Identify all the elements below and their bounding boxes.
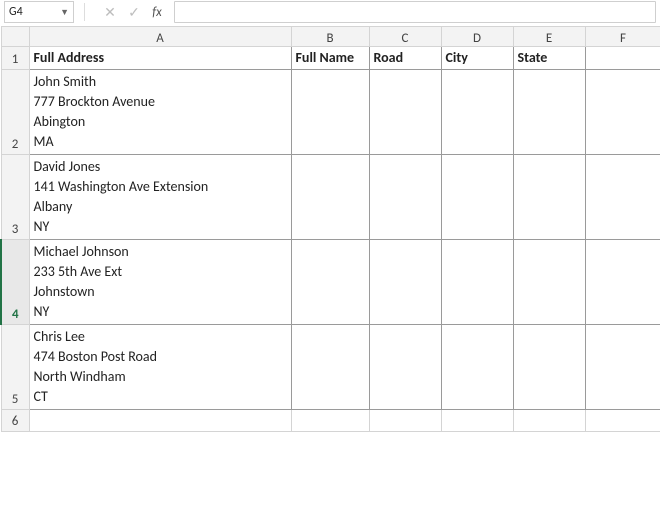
cell-B1[interactable]: Full Name: [291, 47, 369, 70]
cell-D3[interactable]: [441, 155, 513, 240]
cell-line: NY: [34, 302, 287, 322]
cell-line: 141 Washington Ave Extension: [34, 177, 287, 197]
col-header-B[interactable]: B: [291, 27, 369, 47]
cell-line: MA: [34, 132, 287, 152]
cell-line: North Windham: [34, 367, 287, 387]
formula-bar-row: G4 ▼ ✕ ✓ fx: [0, 0, 660, 26]
cell-D6[interactable]: [441, 410, 513, 432]
cell-C6[interactable]: [369, 410, 441, 432]
separator: [84, 3, 92, 21]
name-box-value: G4: [9, 5, 23, 19]
row-header-4[interactable]: 4: [1, 240, 29, 325]
column-header-row: A B C D E F: [1, 27, 660, 47]
cell-line: Albany: [34, 197, 287, 217]
cell-line: John Smith: [34, 72, 287, 92]
cell-F3[interactable]: [585, 155, 660, 240]
name-box[interactable]: G4 ▼: [4, 1, 74, 23]
col-header-C[interactable]: C: [369, 27, 441, 47]
chevron-down-icon[interactable]: ▼: [60, 7, 69, 18]
cell-line: 777 Brockton Avenue: [34, 92, 287, 112]
cell-B4[interactable]: [291, 240, 369, 325]
cell-text: Road: [370, 47, 441, 69]
col-header-F[interactable]: F: [585, 27, 660, 47]
cell-D5[interactable]: [441, 325, 513, 410]
cell-B2[interactable]: [291, 70, 369, 155]
row-header-6[interactable]: 6: [1, 410, 29, 432]
row-header-2[interactable]: 2: [1, 70, 29, 155]
cell-E5[interactable]: [513, 325, 585, 410]
cell-text: [586, 51, 660, 69]
cell-E3[interactable]: [513, 155, 585, 240]
select-all-corner[interactable]: [1, 27, 29, 47]
cell-C3[interactable]: [369, 155, 441, 240]
col-header-D[interactable]: D: [441, 27, 513, 47]
cell-multiline: David Jones 141 Washington Ave Extension…: [30, 155, 291, 239]
fx-icon[interactable]: fx: [146, 2, 168, 22]
cell-E1[interactable]: State: [513, 47, 585, 70]
row-1: 1 Full Address Full Name Road City State: [1, 47, 660, 70]
cell-A6[interactable]: [29, 410, 291, 432]
row-2: 2 John Smith 777 Brockton Avenue Abingto…: [1, 70, 660, 155]
cell-E6[interactable]: [513, 410, 585, 432]
confirm-icon[interactable]: ✓: [124, 2, 144, 22]
cell-line: NY: [34, 217, 287, 237]
cell-line: Johnstown: [34, 282, 287, 302]
cell-text: State: [514, 47, 585, 69]
cell-E2[interactable]: [513, 70, 585, 155]
row-5: 5 Chris Lee 474 Boston Post Road North W…: [1, 325, 660, 410]
cell-line: Michael Johnson: [34, 242, 287, 262]
cell-multiline: Michael Johnson 233 5th Ave Ext Johnstow…: [30, 240, 291, 324]
cell-C1[interactable]: Road: [369, 47, 441, 70]
cell-C2[interactable]: [369, 70, 441, 155]
cell-line: 233 5th Ave Ext: [34, 262, 287, 282]
cell-B3[interactable]: [291, 155, 369, 240]
cell-line: 474 Boston Post Road: [34, 347, 287, 367]
cell-line: Abington: [34, 112, 287, 132]
cell-A5[interactable]: Chris Lee 474 Boston Post Road North Win…: [29, 325, 291, 410]
cell-A1[interactable]: Full Address: [29, 47, 291, 70]
row-header-1[interactable]: 1: [1, 47, 29, 70]
cell-F4[interactable]: [585, 240, 660, 325]
col-header-E[interactable]: E: [513, 27, 585, 47]
cell-text: Full Name: [292, 47, 369, 69]
cell-line: CT: [34, 387, 287, 407]
cell-B5[interactable]: [291, 325, 369, 410]
cell-line: David Jones: [34, 157, 287, 177]
cell-D2[interactable]: [441, 70, 513, 155]
cell-multiline: Chris Lee 474 Boston Post Road North Win…: [30, 325, 291, 409]
cell-B6[interactable]: [291, 410, 369, 432]
cell-F6[interactable]: [585, 410, 660, 432]
col-header-A[interactable]: A: [29, 27, 291, 47]
cell-A3[interactable]: David Jones 141 Washington Ave Extension…: [29, 155, 291, 240]
cell-C4[interactable]: [369, 240, 441, 325]
cell-line: Chris Lee: [34, 327, 287, 347]
row-3: 3 David Jones 141 Washington Ave Extensi…: [1, 155, 660, 240]
row-header-5[interactable]: 5: [1, 325, 29, 410]
cell-F1[interactable]: [585, 47, 660, 70]
cell-multiline: John Smith 777 Brockton Avenue Abington …: [30, 70, 291, 154]
row-4: 4 Michael Johnson 233 5th Ave Ext Johnst…: [1, 240, 660, 325]
cell-D4[interactable]: [441, 240, 513, 325]
cell-F2[interactable]: [585, 70, 660, 155]
cancel-icon[interactable]: ✕: [100, 2, 120, 22]
cell-A2[interactable]: John Smith 777 Brockton Avenue Abington …: [29, 70, 291, 155]
cell-D1[interactable]: City: [441, 47, 513, 70]
cell-A4[interactable]: Michael Johnson 233 5th Ave Ext Johnstow…: [29, 240, 291, 325]
formula-input[interactable]: [174, 1, 656, 23]
cell-text: City: [442, 47, 513, 69]
cell-E4[interactable]: [513, 240, 585, 325]
row-header-3[interactable]: 3: [1, 155, 29, 240]
spreadsheet-grid: A B C D E F 1 Full Address Full Name Roa…: [0, 26, 660, 432]
cell-F5[interactable]: [585, 325, 660, 410]
row-6: 6: [1, 410, 660, 432]
cell-C5[interactable]: [369, 325, 441, 410]
cell-text: Full Address: [30, 47, 291, 69]
